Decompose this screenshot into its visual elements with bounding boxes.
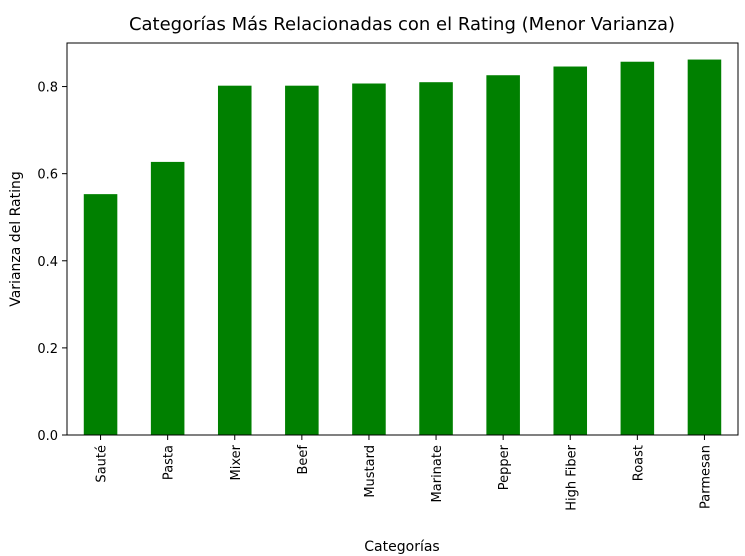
bars-group [83,59,722,436]
bar-mixer [217,85,252,435]
y-tick-label: 0.6 [37,168,58,183]
y-tick-label: 0.8 [37,81,58,96]
y-axis-ticks: 0.0 0.2 0.4 0.6 0.8 [37,81,67,444]
x-tick-label: Pasta [162,445,177,480]
chart-title: Categorías Más Relacionadas con el Ratin… [129,14,675,35]
bar-mustard [352,83,386,436]
x-axis-ticks: Sauté Pasta Mixer Beef Mustard Marinate Pepper… [95,435,713,511]
bar-roast [620,61,655,436]
y-tick-label: 0.2 [37,342,58,357]
bar-pepper [486,75,520,435]
y-axis-label: Varianza del Rating [8,171,24,307]
y-tick-label: 0.0 [37,429,58,444]
bar-pasta [150,161,185,435]
x-axis-label: Categorías [364,539,439,555]
y-tick-label: 0.4 [37,255,58,270]
x-tick-label: High Fiber [564,444,579,510]
x-tick-label: Marinate [430,445,445,502]
x-tick-label: Roast [631,445,646,481]
x-tick-label: Pepper [497,444,512,490]
bar-parmesan [687,59,722,435]
x-tick-label: Parmesan [698,445,713,509]
bar-sauté [83,194,118,435]
x-tick-label: Mustard [363,445,378,498]
bar-marinate [419,82,453,435]
bar-high-fiber [553,66,588,436]
x-tick-label: Mixer [229,444,244,480]
bar-beef [285,85,319,435]
x-tick-label: Sauté [95,445,110,483]
x-tick-label: Beef [296,445,311,475]
plot-frame [66,42,739,436]
